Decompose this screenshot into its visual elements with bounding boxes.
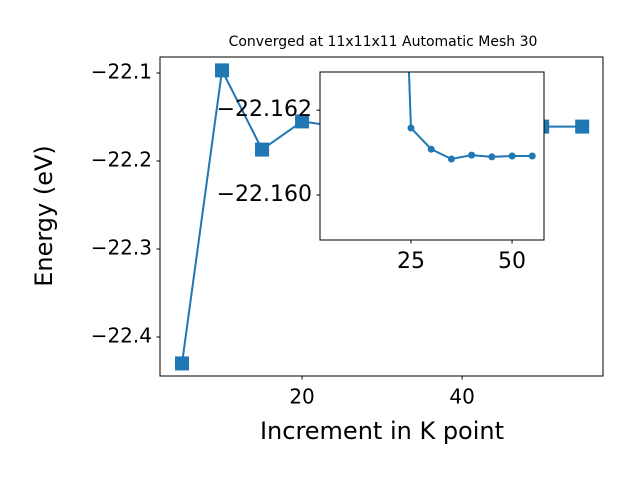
- data-point: [407, 124, 415, 132]
- y-tick-label: −22.3: [91, 236, 152, 260]
- y-tick-label: −22.1: [91, 60, 152, 84]
- y-tick-label: −22.160: [217, 182, 312, 207]
- y-tick-label: −22.4: [91, 324, 152, 348]
- data-point: [295, 114, 310, 129]
- axes-frame: [319, 71, 545, 241]
- axes: 25 50 −22.162 −22.160: [217, 71, 545, 274]
- data-point: [215, 63, 230, 78]
- data-point: [528, 152, 536, 160]
- data-point: [575, 119, 590, 134]
- x-tick-label: 40: [449, 385, 474, 409]
- x-tick-label: 25: [397, 249, 425, 274]
- data-point: [468, 151, 476, 159]
- y-axis-label: Energy (eV): [30, 145, 58, 287]
- x-tick-label: 50: [498, 249, 526, 274]
- data-point: [427, 145, 435, 153]
- data-point: [447, 155, 455, 163]
- data-point: [175, 356, 190, 371]
- data-point: [488, 153, 496, 161]
- y-tick-label: −22.162: [217, 97, 312, 122]
- y-tick-label: −22.2: [91, 148, 152, 172]
- data-point: [508, 152, 516, 160]
- plot-area: [407, 72, 536, 163]
- axes-frame: [159, 56, 604, 377]
- x-axis-label: Increment in K point: [260, 417, 504, 445]
- data-point: [255, 142, 270, 157]
- x-tick-label: 20: [289, 385, 314, 409]
- chart-title: Converged at 11x11x11 Automatic Mesh 30: [229, 34, 538, 50]
